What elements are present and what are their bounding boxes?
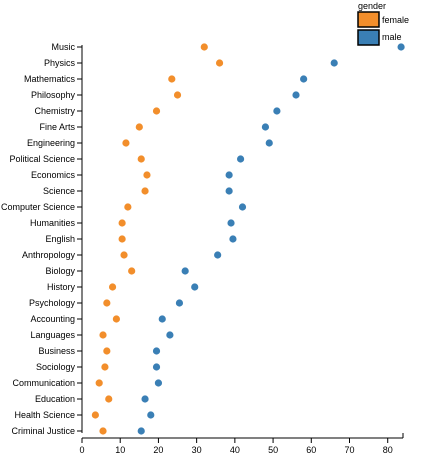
point-female-business[interactable] [103, 347, 111, 355]
y-tick-label: Mathematics [24, 74, 76, 84]
point-female-economics[interactable] [143, 171, 151, 179]
point-male-business[interactable] [152, 347, 161, 355]
y-tick-label: Fine Arts [39, 122, 75, 132]
point-male-chemistry[interactable] [273, 107, 281, 115]
y-tick-label: Economics [31, 170, 76, 180]
point-female-health-science[interactable] [91, 411, 99, 419]
x-tick-label: 0 [79, 445, 84, 455]
y-tick-label: Psychology [29, 298, 76, 308]
point-female-computer-science[interactable] [124, 203, 132, 211]
point-male-biology[interactable] [181, 267, 189, 275]
legend-label-male: male [382, 32, 402, 42]
point-male-humanities[interactable] [227, 219, 235, 227]
point-female-chemistry[interactable] [152, 107, 161, 115]
point-female-criminal-justice[interactable] [99, 427, 107, 435]
point-female-political-science[interactable] [137, 155, 145, 163]
x-tick-label: 40 [230, 445, 240, 455]
point-male-criminal-justice[interactable] [137, 427, 145, 435]
point-male-science[interactable] [225, 187, 233, 195]
y-tick-label: Anthropology [22, 250, 76, 260]
point-male-physics[interactable] [330, 59, 338, 67]
point-male-economics[interactable] [225, 171, 233, 179]
point-female-mathematics[interactable] [168, 75, 176, 83]
y-tick-label: Computer Science [1, 202, 75, 212]
y-tick-label: Humanities [30, 218, 76, 228]
y-tick-label: Sociology [36, 362, 76, 372]
legend-label-female: female [382, 15, 409, 25]
y-tick-label: Education [35, 394, 75, 404]
point-female-engineering[interactable] [122, 139, 130, 147]
legend-title: gender [358, 1, 386, 11]
point-female-music[interactable] [200, 43, 208, 51]
y-tick-label: Biology [45, 266, 75, 276]
point-male-psychology[interactable] [175, 299, 184, 307]
point-female-fine-arts[interactable] [135, 123, 143, 131]
x-tick-label: 70 [344, 445, 354, 455]
point-female-sociology[interactable] [101, 363, 109, 371]
y-tick-label: English [45, 234, 75, 244]
y-tick-label: Political Science [9, 154, 75, 164]
point-male-computer-science[interactable] [238, 203, 247, 211]
x-tick-label: 30 [192, 445, 202, 455]
y-tick-label: Accounting [30, 314, 75, 324]
y-tick-label: Chemistry [34, 106, 75, 116]
x-tick-label: 50 [268, 445, 278, 455]
y-tick-label: Health Science [14, 410, 75, 420]
y-tick-label: Criminal Justice [11, 426, 75, 436]
y-tick-label: Music [51, 42, 75, 52]
point-female-philosophy[interactable] [173, 91, 182, 99]
y-tick-label: Languages [30, 330, 75, 340]
point-male-languages[interactable] [166, 331, 174, 339]
point-female-english[interactable] [118, 235, 126, 243]
x-axis: 0 10 20 30 40 50 60 70 80 [79, 433, 404, 455]
point-male-history[interactable] [191, 283, 199, 291]
legend: gender female male [357, 1, 409, 46]
y-tick-label: Philosophy [31, 90, 76, 100]
point-male-anthropology[interactable] [214, 251, 222, 259]
point-female-humanities[interactable] [118, 219, 126, 227]
point-female-history[interactable] [108, 283, 117, 291]
point-female-science[interactable] [141, 187, 149, 195]
y-axis: Music Physics Mathematics Philosophy Chemist… [1, 42, 83, 436]
point-male-music[interactable] [397, 43, 405, 51]
y-tick-label: History [47, 282, 76, 292]
point-female-languages[interactable] [99, 331, 107, 339]
point-male-health-science[interactable] [147, 411, 155, 419]
y-tick-label: Communication [12, 378, 75, 388]
x-tick-label: 80 [383, 445, 393, 455]
point-male-accounting[interactable] [158, 315, 166, 323]
point-male-philosophy[interactable] [292, 91, 300, 99]
y-tick-label: Engineering [27, 138, 75, 148]
point-male-engineering[interactable] [265, 139, 273, 147]
y-tick-label: Science [43, 186, 75, 196]
legend-swatch-male[interactable] [357, 29, 380, 46]
point-female-anthropology[interactable] [120, 251, 128, 259]
point-male-communication[interactable] [154, 379, 163, 387]
point-female-communication[interactable] [95, 379, 103, 387]
point-male-political-science[interactable] [236, 155, 245, 163]
y-tick-label: Business [38, 346, 75, 356]
point-female-accounting[interactable] [112, 315, 120, 323]
data-points [91, 43, 405, 435]
point-female-biology[interactable] [128, 267, 136, 275]
point-male-education[interactable] [141, 395, 149, 403]
point-male-english[interactable] [229, 235, 237, 243]
point-male-fine-arts[interactable] [261, 123, 270, 131]
x-tick-label: 10 [115, 445, 125, 455]
y-tick-label: Physics [44, 58, 76, 68]
legend-swatch-female[interactable] [357, 11, 380, 28]
point-female-psychology[interactable] [103, 299, 111, 307]
point-male-mathematics[interactable] [300, 75, 308, 83]
point-male-sociology[interactable] [152, 363, 161, 371]
x-tick-label: 60 [306, 445, 316, 455]
point-female-physics[interactable] [215, 59, 224, 67]
x-tick-label: 20 [153, 445, 163, 455]
point-female-education[interactable] [105, 395, 113, 403]
